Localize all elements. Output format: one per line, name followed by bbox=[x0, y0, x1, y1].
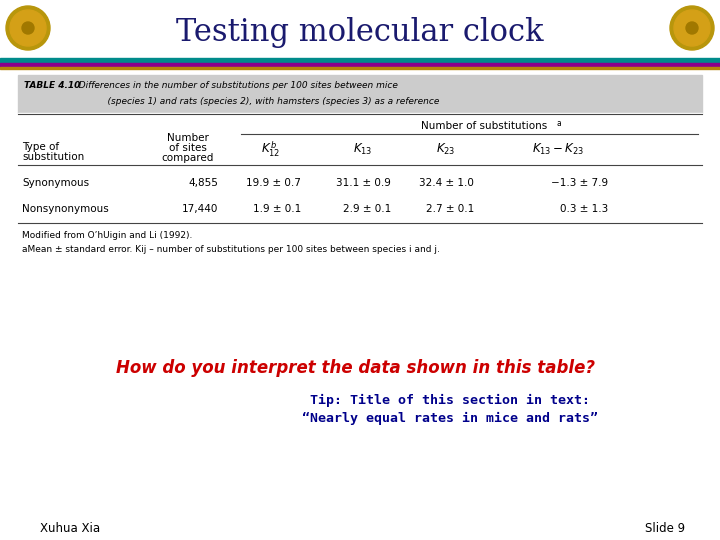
Circle shape bbox=[22, 22, 34, 34]
Text: $K_{23}$: $K_{23}$ bbox=[436, 141, 456, 157]
Bar bbox=[18, 75, 702, 113]
Text: a: a bbox=[557, 118, 562, 127]
Circle shape bbox=[670, 6, 714, 50]
Circle shape bbox=[10, 10, 46, 46]
Text: 2.9 ± 0.1: 2.9 ± 0.1 bbox=[343, 204, 391, 214]
Text: 4,855: 4,855 bbox=[188, 178, 218, 188]
Bar bbox=[18, 113, 702, 283]
Text: −1.3 ± 7.9: −1.3 ± 7.9 bbox=[551, 178, 608, 188]
Text: 19.9 ± 0.7: 19.9 ± 0.7 bbox=[246, 178, 301, 188]
Circle shape bbox=[686, 22, 698, 34]
Text: Slide 9: Slide 9 bbox=[645, 522, 685, 535]
Circle shape bbox=[674, 10, 710, 46]
Text: Modified from O’hUigin and Li (1992).: Modified from O’hUigin and Li (1992). bbox=[22, 231, 192, 240]
Text: $K_{13}$: $K_{13}$ bbox=[354, 141, 373, 157]
Text: compared: compared bbox=[162, 153, 214, 163]
Text: 2.7 ± 0.1: 2.7 ± 0.1 bbox=[426, 204, 474, 214]
Text: aMean ± standard error. Kij – number of substitutions per 100 sites between spec: aMean ± standard error. Kij – number of … bbox=[22, 245, 440, 253]
Text: Number of substitutions: Number of substitutions bbox=[421, 121, 548, 131]
Text: 1.9 ± 0.1: 1.9 ± 0.1 bbox=[253, 204, 301, 214]
Text: How do you interpret the data shown in this table?: How do you interpret the data shown in t… bbox=[115, 359, 595, 377]
Circle shape bbox=[6, 6, 50, 50]
Text: (species 1) and rats (species 2), with hamsters (species 3) as a reference: (species 1) and rats (species 2), with h… bbox=[73, 97, 439, 105]
Text: Testing molecular clock: Testing molecular clock bbox=[176, 17, 544, 48]
Text: Nonsynonymous: Nonsynonymous bbox=[22, 204, 109, 214]
Text: 32.4 ± 1.0: 32.4 ± 1.0 bbox=[419, 178, 474, 188]
Text: 17,440: 17,440 bbox=[181, 204, 218, 214]
Text: substitution: substitution bbox=[22, 152, 84, 162]
Bar bbox=[0, 67, 720, 69]
Text: Synonymous: Synonymous bbox=[22, 178, 89, 188]
Text: Tip: Title of this section in text:: Tip: Title of this section in text: bbox=[310, 394, 590, 407]
Text: TABLE 4.10: TABLE 4.10 bbox=[24, 80, 81, 90]
Text: Xuhua Xia: Xuhua Xia bbox=[40, 522, 100, 535]
Text: “Nearly equal rates in mice and rats”: “Nearly equal rates in mice and rats” bbox=[302, 411, 598, 424]
Text: Differences in the number of substitutions per 100 sites between mice: Differences in the number of substitutio… bbox=[73, 80, 398, 90]
Text: 31.1 ± 0.9: 31.1 ± 0.9 bbox=[336, 178, 391, 188]
Text: Number: Number bbox=[167, 133, 209, 143]
Text: $K_{12}^{\,b}$: $K_{12}^{\,b}$ bbox=[261, 139, 281, 159]
Text: $K_{13}-K_{23}$: $K_{13}-K_{23}$ bbox=[532, 141, 584, 157]
Bar bbox=[0, 63, 720, 67]
Text: Type of: Type of bbox=[22, 142, 59, 152]
Text: 0.3 ± 1.3: 0.3 ± 1.3 bbox=[559, 204, 608, 214]
Bar bbox=[0, 58, 720, 63]
Text: of sites: of sites bbox=[169, 143, 207, 153]
